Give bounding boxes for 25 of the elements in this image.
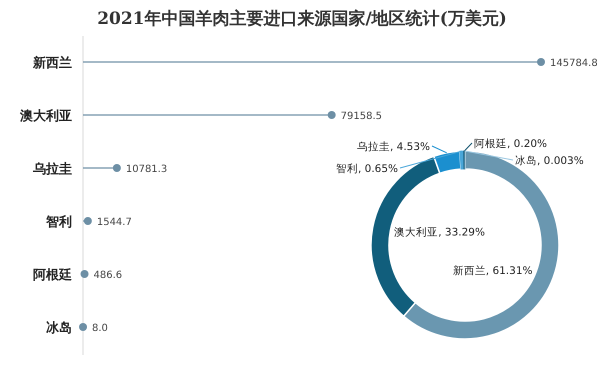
slice-label: 冰岛, 0.003% (515, 154, 584, 167)
data-label: 145784.8 (550, 58, 598, 69)
slice-label: 乌拉圭, 4.53% (356, 140, 430, 153)
point (79, 323, 88, 331)
point (328, 111, 336, 119)
point (112, 164, 121, 172)
point (80, 270, 89, 278)
chart-title: 2021年中国羊肉主要进口来源国家/地区统计(万美元) (97, 9, 507, 29)
point (537, 58, 545, 66)
data-label: 10781.3 (126, 164, 168, 175)
slice-label: 澳大利亚, 33.29% (394, 226, 485, 239)
data-label: 1544.7 (96, 217, 132, 228)
data-label: 8.0 (92, 323, 108, 334)
slice-label: 阿根廷, 0.20% (474, 138, 548, 150)
slice-label: 新西兰, 61.31% (452, 264, 533, 278)
y-tick-label: 冰岛 (46, 320, 72, 336)
y-tick-label: 阿根廷 (33, 267, 72, 283)
y-tick-label: 智利 (45, 214, 72, 230)
slice-label: 智利, 0.65% (336, 162, 398, 175)
point (84, 217, 92, 225)
y-tick-label: 澳大利亚 (19, 108, 72, 124)
data-label: 79158.5 (340, 111, 382, 122)
y-tick-label: 乌拉圭 (32, 161, 72, 177)
y-tick-label: 新西兰 (32, 55, 72, 71)
data-label: 486.6 (94, 270, 122, 281)
